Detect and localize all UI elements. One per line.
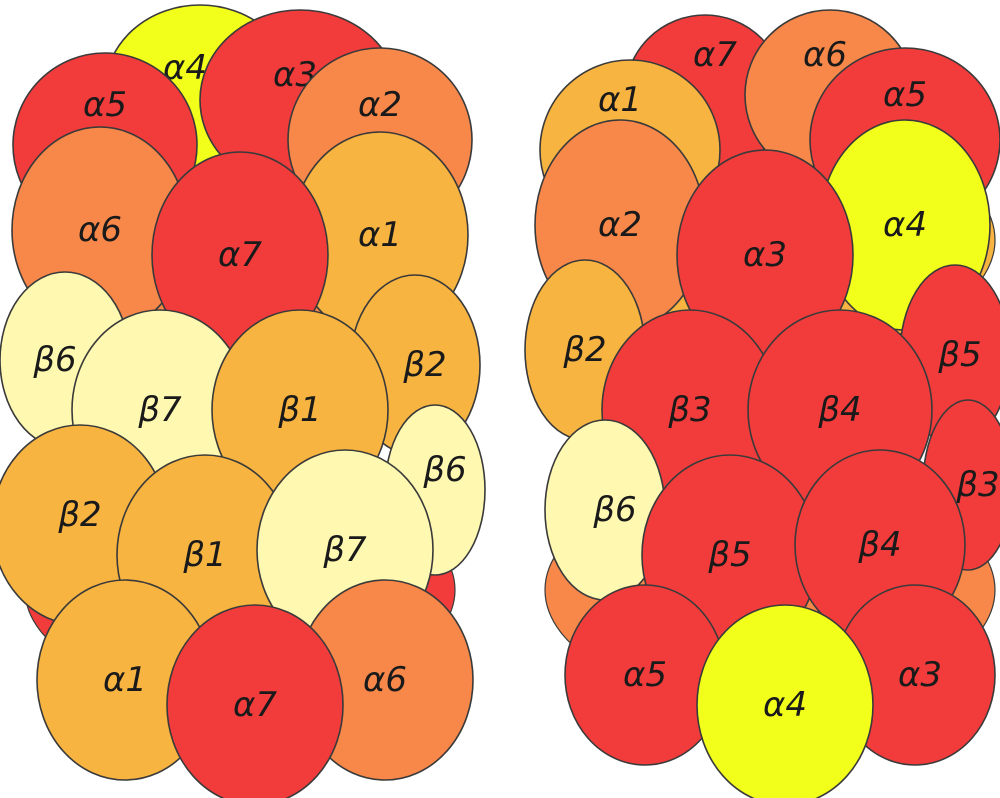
left-subunit-label: β6 bbox=[32, 340, 76, 380]
right-subunit-label: α4 bbox=[763, 685, 807, 725]
left-subunit-label: β6 bbox=[422, 450, 466, 490]
left-subunit-label: β1 bbox=[277, 390, 321, 430]
left-subunit-circle bbox=[166, 604, 344, 798]
right-subunit-label: α3 bbox=[743, 235, 787, 275]
left-subunit-label: β7 bbox=[322, 530, 367, 570]
right-subunit-label: α7 bbox=[693, 35, 737, 75]
left-subunit-alpha-7-6: α7 bbox=[151, 151, 329, 359]
left-subunit-label: α1 bbox=[358, 215, 402, 255]
right-subunit-alpha-4-17: α4 bbox=[696, 604, 874, 798]
right-subunit-label: β4 bbox=[857, 525, 901, 565]
right-subunit-label: α6 bbox=[803, 35, 847, 75]
left-subunit-label: β2 bbox=[57, 495, 101, 535]
right-subunit-label: β5 bbox=[707, 535, 751, 575]
left-subunit-label: β2 bbox=[402, 345, 446, 385]
right-subunit-alpha-3-16: α3 bbox=[834, 584, 996, 766]
left-subunit-label: α7 bbox=[233, 685, 277, 725]
left-subunit-label: α2 bbox=[358, 85, 402, 125]
right-subunit-label: α4 bbox=[883, 205, 927, 245]
left-subunit-label: α1 bbox=[103, 660, 147, 700]
right-subunit-label: α3 bbox=[898, 655, 942, 695]
right-complex: α7 α6 α1 α5 α2 α4 α3 β2 β5 β3 β4 β6 β3 β5 β4 α5 α3 α4 bbox=[524, 9, 1000, 798]
right-subunit-label: β3 bbox=[667, 390, 711, 430]
left-subunit-label: α6 bbox=[363, 660, 407, 700]
left-subunit-label: α7 bbox=[218, 235, 262, 275]
right-subunit-label: α1 bbox=[598, 80, 642, 120]
right-subunit-label: β3 bbox=[955, 465, 999, 505]
right-subunit-label: α2 bbox=[598, 205, 642, 245]
right-subunit-label: α5 bbox=[883, 75, 927, 115]
right-subunit-circle bbox=[696, 604, 874, 798]
right-subunit-label: β2 bbox=[562, 330, 606, 370]
right-subunit-beta-6-11: β6 bbox=[544, 419, 666, 601]
left-subunit-label: β1 bbox=[182, 535, 226, 575]
right-subunit-label: β4 bbox=[817, 390, 861, 430]
left-subunit-label: α5 bbox=[83, 85, 127, 125]
left-subunit-label: α6 bbox=[78, 210, 122, 250]
left-subunit-alpha-7-17: α7 bbox=[166, 604, 344, 798]
right-subunit-label: β6 bbox=[592, 490, 636, 530]
right-subunit-alpha-5-15: α5 bbox=[564, 584, 726, 766]
left-subunit-label: β7 bbox=[137, 390, 182, 430]
right-subunit-label: β5 bbox=[937, 335, 981, 375]
right-subunit-label: α5 bbox=[623, 655, 667, 695]
